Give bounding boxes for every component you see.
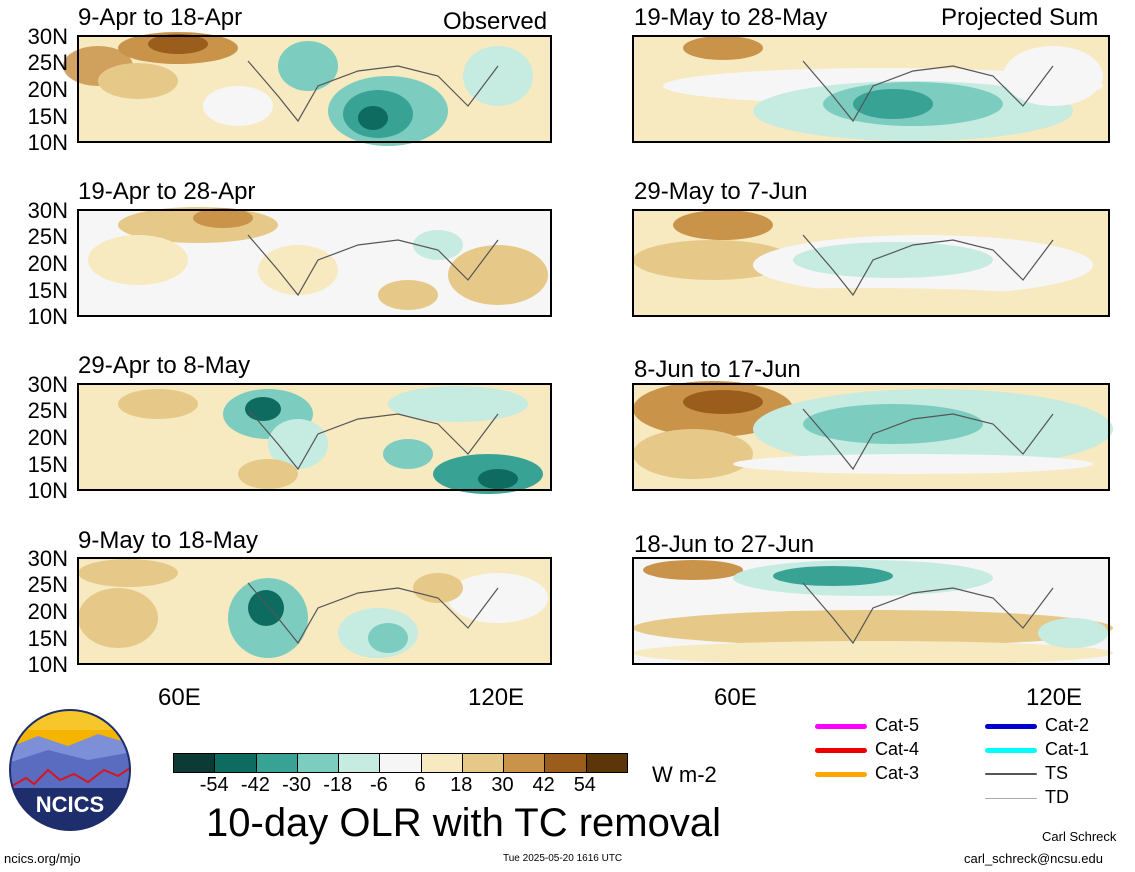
map-panel-1 (63, 32, 552, 146)
panel-title: 19-Apr to 28-Apr (78, 178, 256, 205)
footer-url: ncics.org/mjo (4, 851, 81, 866)
legend-label: Cat-2 (1045, 715, 1090, 735)
observed-label: Observed (443, 8, 548, 35)
lat-tick: 15N (27, 452, 68, 477)
colorbar (173, 753, 628, 773)
legend-label: TD (1045, 787, 1069, 807)
lat-tick: 30N (27, 198, 68, 223)
lat-tick: 15N (27, 626, 68, 651)
lat-tick: 10N (27, 478, 68, 503)
lat-tick: 10N (27, 652, 68, 677)
colorbar-swatch (174, 754, 216, 772)
lat-tick: 25N (27, 398, 68, 423)
projected-label: Projected Sum (941, 4, 1099, 31)
colorbar-label: -54 (199, 774, 229, 796)
lon-tick: 120E (468, 684, 525, 711)
colorbar-label: 6 (414, 774, 426, 796)
logo-text: NCICS (36, 792, 104, 817)
colorbar-label: -30 (282, 774, 311, 796)
map-panel-8 (632, 557, 1113, 665)
legend-label: Cat-5 (875, 715, 920, 735)
colorbar-swatch (215, 754, 257, 772)
colorbar-swatch (421, 754, 463, 772)
lat-tick: 15N (27, 278, 68, 303)
panel-title: 29-Apr to 8-May (78, 352, 251, 379)
panel-title: 18-Jun to 27-Jun (634, 531, 815, 558)
lat-tick: 30N (27, 372, 68, 397)
colorbar-swatch (545, 754, 587, 772)
map-panel-6 (632, 209, 1110, 317)
lat-tick: 20N (27, 425, 68, 450)
lat-tick: 30N (27, 24, 68, 49)
legend-swatch (985, 797, 1037, 799)
colorbar-label: 54 (573, 774, 596, 796)
lat-tick: 20N (27, 77, 68, 102)
map-panel-5 (632, 35, 1110, 143)
lat-tick: 20N (27, 599, 68, 624)
lat-tick: 25N (27, 50, 68, 75)
timestamp: Tue 2025-05-20 1616 UTC (503, 853, 623, 864)
lon-tick: 60E (158, 684, 201, 711)
legend-swatch (985, 747, 1037, 753)
colorbar-swatch (586, 754, 627, 772)
map-panel-2 (77, 207, 552, 317)
panel-title: 9-Apr to 18-Apr (78, 4, 243, 31)
map-panel-7 (632, 381, 1113, 491)
lat-tick: 10N (27, 130, 68, 155)
main-title: 10-day OLR with TC removal (206, 801, 721, 845)
ncics-logo: NCICS (8, 708, 132, 832)
panel-title: 9-May to 18-May (78, 527, 259, 554)
colorbar-swatch (339, 754, 381, 772)
colorbar-label: 30 (491, 774, 514, 796)
lat-tick: 20N (27, 251, 68, 276)
legend-label: Cat-1 (1045, 739, 1090, 759)
lon-tick: 60E (714, 684, 757, 711)
map-panel-3 (77, 383, 552, 494)
colorbar-label: -6 (370, 774, 388, 796)
colorbar-swatch (380, 754, 422, 772)
author-email: carl_schreck@ncsu.edu (964, 851, 1103, 866)
colorbar-swatch (462, 754, 505, 772)
panel-title: 29-May to 7-Jun (634, 178, 808, 205)
author: Carl Schreck (1042, 829, 1117, 844)
lat-tick: 25N (27, 572, 68, 597)
lat-tick: 25N (27, 224, 68, 249)
legend-swatch (985, 773, 1037, 775)
units-label: W m-2 (652, 762, 717, 787)
legend-label: Cat-3 (875, 763, 920, 783)
colorbar-swatch (504, 754, 546, 772)
legend-label: TS (1045, 763, 1069, 783)
lat-tick: 10N (27, 304, 68, 329)
colorbar-label: -42 (240, 774, 270, 796)
legend-swatch (815, 747, 867, 753)
colorbar-label: -18 (323, 774, 353, 796)
colorbar-label: 18 (450, 774, 473, 796)
colorbar-swatch (256, 754, 298, 772)
lat-tick: 30N (27, 546, 68, 571)
panel-title: 19-May to 28-May (634, 4, 828, 31)
legend-swatch (815, 771, 867, 777)
legend-swatch (815, 723, 867, 729)
legend-swatch (985, 723, 1037, 729)
legend-label: Cat-4 (875, 739, 920, 759)
lat-tick: 15N (27, 104, 68, 129)
map-panel-4 (77, 557, 552, 665)
lon-tick: 120E (1026, 684, 1083, 711)
panel-title: 8-Jun to 17-Jun (634, 356, 801, 383)
colorbar-swatch (297, 754, 340, 772)
colorbar-label: 42 (532, 774, 555, 796)
